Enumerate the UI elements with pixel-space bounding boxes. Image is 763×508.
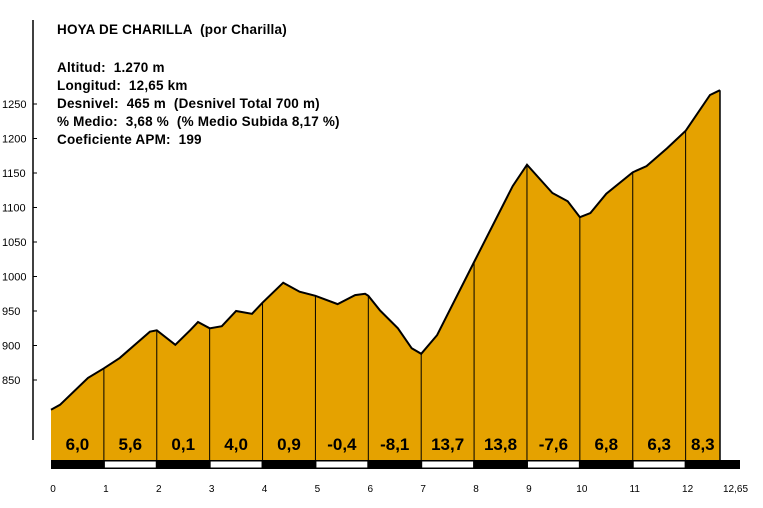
stat-medio: % Medio: 3,68 % (% Medio Subida 8,17 %) bbox=[57, 114, 340, 129]
x-tick-label: 6 bbox=[368, 484, 374, 495]
y-tick-label: 1000 bbox=[2, 272, 26, 284]
x-tick-label: 3 bbox=[209, 484, 215, 495]
y-tick-label: 950 bbox=[2, 306, 20, 318]
segment-gradient-label: 4,0 bbox=[224, 435, 248, 454]
x-tick-label: 1 bbox=[103, 484, 109, 495]
km-scale-bar bbox=[51, 460, 740, 469]
y-tick-label: 1200 bbox=[2, 134, 26, 146]
segment-gradient-label: 6,8 bbox=[594, 435, 618, 454]
x-tick-label: 9 bbox=[526, 484, 532, 495]
x-tick-label: 5 bbox=[315, 484, 321, 495]
x-tick-label: 2 bbox=[156, 484, 162, 495]
x-tick-label: 4 bbox=[262, 484, 268, 495]
stat-longitud: Longitud: 12,65 km bbox=[57, 78, 188, 93]
km-scale-segment bbox=[104, 461, 156, 468]
y-tick-label: 1050 bbox=[2, 237, 26, 249]
km-scale-segment bbox=[527, 461, 579, 468]
km-scale-segment bbox=[210, 461, 262, 468]
segment-gradient-label: -7,6 bbox=[539, 435, 568, 454]
km-scale-segment bbox=[633, 461, 685, 468]
profile-area bbox=[51, 90, 720, 460]
segment-gradient-label: 8,3 bbox=[691, 435, 715, 454]
profile-line bbox=[50, 89, 721, 411]
segment-gradient-label: 13,7 bbox=[431, 435, 464, 454]
x-tick-label: 12,65 bbox=[723, 484, 748, 495]
x-tick-label: 8 bbox=[473, 484, 479, 495]
segment-gradient-label: 5,6 bbox=[119, 435, 143, 454]
y-tick-label: 850 bbox=[2, 375, 20, 387]
segment-gradient-label: 13,8 bbox=[484, 435, 517, 454]
segment-gradient-label: -0,4 bbox=[327, 435, 357, 454]
y-tick-label: 1150 bbox=[2, 168, 26, 180]
segment-gradient-label: 0,9 bbox=[277, 435, 301, 454]
segment-gradient-label: 0,1 bbox=[171, 435, 195, 454]
y-tick-label: 900 bbox=[2, 341, 20, 353]
x-tick-label: 11 bbox=[630, 484, 641, 495]
x-tick-label: 12 bbox=[682, 484, 694, 495]
y-tick-label: 1100 bbox=[2, 203, 26, 215]
km-scale-segment bbox=[422, 461, 474, 468]
stat-altitud: Altitud: 1.270 m bbox=[57, 60, 165, 75]
segment-gradient-label: 6,0 bbox=[66, 435, 90, 454]
x-tick-label: 10 bbox=[576, 484, 588, 495]
segment-gradient-label: -8,1 bbox=[380, 435, 409, 454]
stat-apm: Coeficiente APM: 199 bbox=[57, 132, 202, 147]
stat-desnivel: Desnivel: 465 m (Desnivel Total 700 m) bbox=[57, 96, 320, 111]
chart-title: HOYA DE CHARILLA (por Charilla) bbox=[57, 22, 287, 37]
x-tick-label: 0 bbox=[50, 484, 56, 495]
y-tick-label: 1250 bbox=[2, 99, 26, 111]
segment-gradient-label: 6,3 bbox=[647, 435, 671, 454]
x-tick-label: 7 bbox=[420, 484, 426, 495]
km-scale-segment bbox=[316, 461, 368, 468]
